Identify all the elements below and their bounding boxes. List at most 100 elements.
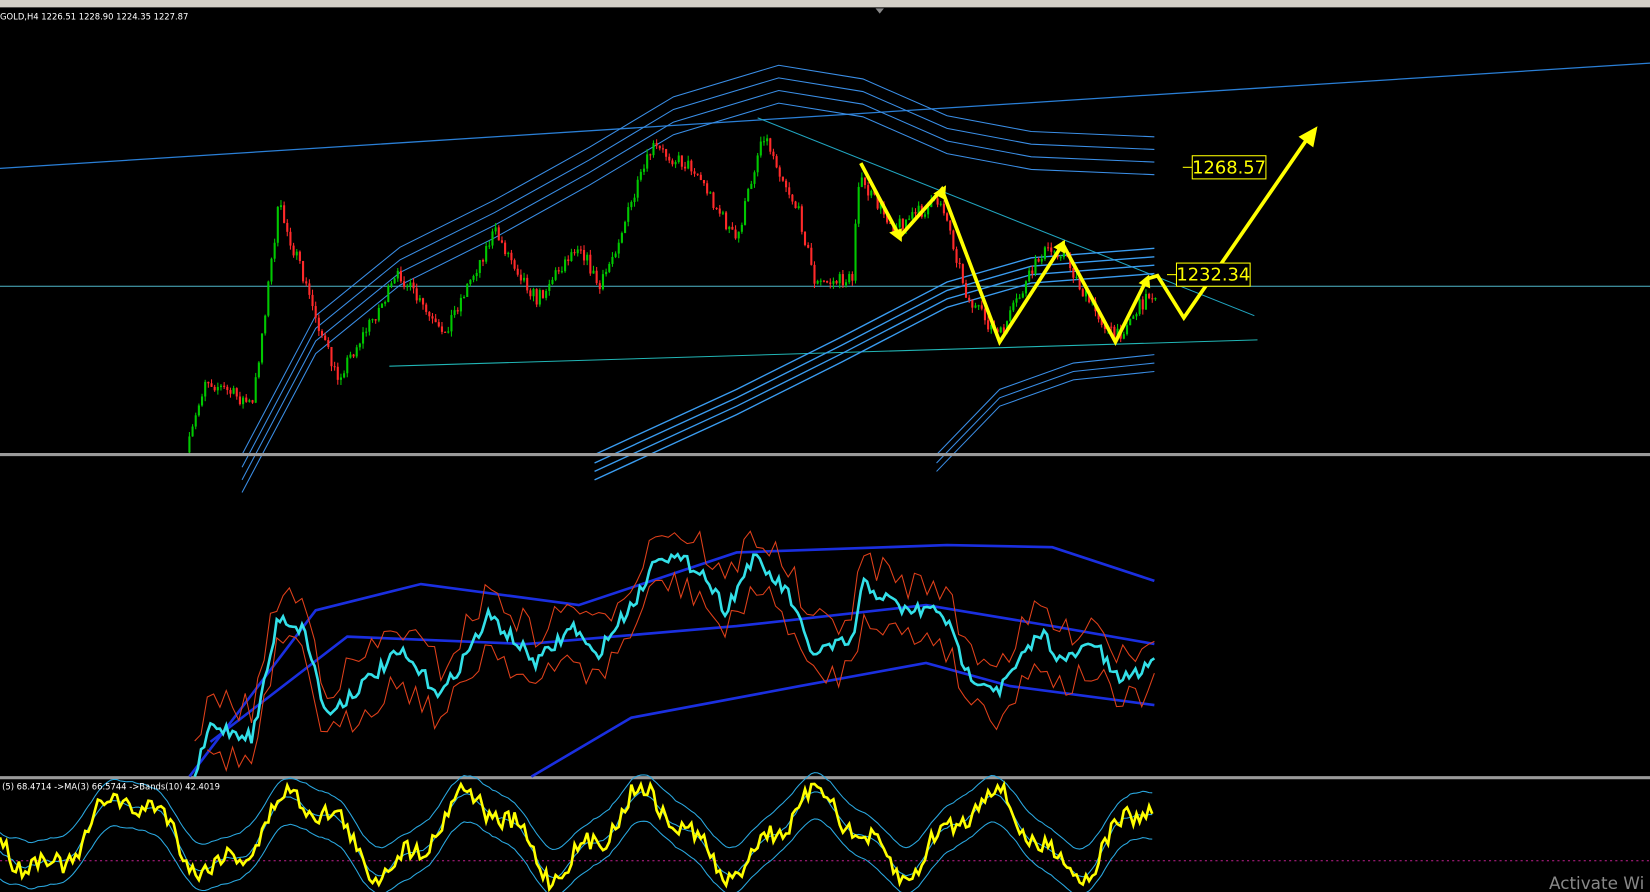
candle-body xyxy=(1122,334,1125,339)
candle-body xyxy=(1002,327,1005,333)
candle-body xyxy=(223,385,226,387)
candle-body xyxy=(311,294,314,307)
candle-body xyxy=(522,277,526,281)
candle-body xyxy=(415,288,418,301)
candle-body xyxy=(990,324,993,330)
candle-body xyxy=(242,397,245,405)
candle-body xyxy=(889,222,892,224)
candle-body xyxy=(797,206,800,209)
candle-body xyxy=(450,315,453,332)
candle-body xyxy=(911,212,914,219)
candle-body xyxy=(428,311,431,317)
candle-body xyxy=(494,227,497,232)
candle-body xyxy=(532,289,535,297)
candle-body xyxy=(219,385,223,387)
candle-body xyxy=(264,315,267,334)
candle-body xyxy=(504,242,507,255)
candle-body xyxy=(1047,247,1050,249)
candle-body xyxy=(421,298,425,305)
candle-body xyxy=(1024,281,1028,294)
candle-body xyxy=(718,208,721,214)
candle-body xyxy=(298,251,301,261)
candle-body xyxy=(406,286,409,288)
candle-body xyxy=(857,186,860,224)
candle-body xyxy=(851,274,854,281)
candle-body xyxy=(728,226,731,230)
candle-body xyxy=(437,322,440,327)
candle-body xyxy=(870,190,873,196)
candle-body xyxy=(314,306,317,318)
candle-body xyxy=(368,320,371,332)
candle-body xyxy=(390,283,393,286)
candle-body xyxy=(706,183,709,194)
envelope-band xyxy=(936,362,1155,464)
candle-body xyxy=(725,212,728,230)
candle-body xyxy=(671,160,674,165)
candle-body xyxy=(513,260,516,269)
candle-body xyxy=(668,156,671,161)
candle-body xyxy=(491,231,494,246)
candle-body xyxy=(352,354,355,357)
candle-body xyxy=(803,231,807,245)
candle-body xyxy=(216,386,219,391)
candle-body xyxy=(914,212,917,214)
candle-body xyxy=(292,245,295,256)
candle-body xyxy=(946,213,949,221)
candle-body xyxy=(238,396,241,405)
candle-body xyxy=(200,396,204,406)
candle-body xyxy=(661,148,665,150)
candle-body xyxy=(560,271,563,273)
candle-body xyxy=(633,197,636,202)
candle-body xyxy=(627,207,630,222)
candle-body xyxy=(904,219,908,229)
candle-body xyxy=(595,270,598,284)
candle-body xyxy=(586,254,589,261)
candle-body xyxy=(987,320,990,330)
candle-body xyxy=(393,278,396,284)
candle-body xyxy=(330,346,333,367)
candle-body xyxy=(766,138,769,142)
candle-body xyxy=(709,192,712,194)
candle-body xyxy=(226,386,229,391)
candle-body xyxy=(1125,325,1129,335)
candle-body xyxy=(380,303,384,308)
candle-body xyxy=(687,160,690,169)
candle-body xyxy=(1021,293,1024,298)
candle-body xyxy=(772,151,775,157)
candle-body xyxy=(320,331,324,336)
candle-body xyxy=(349,354,352,358)
scroll-marker xyxy=(875,8,884,14)
candle-body xyxy=(374,319,377,321)
candle-body xyxy=(361,332,365,344)
candle-body xyxy=(747,188,750,202)
candle-body xyxy=(715,207,718,210)
candle-body xyxy=(655,143,658,146)
candle-body xyxy=(475,272,478,277)
candle-body xyxy=(652,143,655,156)
candle-body xyxy=(447,331,450,333)
candle-body xyxy=(1043,247,1046,260)
candle-body xyxy=(721,212,724,214)
candle-body xyxy=(396,270,399,279)
candle-body xyxy=(876,194,879,209)
price-label: 1268.57 xyxy=(1192,157,1266,178)
candle-body xyxy=(977,305,980,307)
toolbar[interactable] xyxy=(0,0,1650,8)
candle-body xyxy=(343,373,346,378)
candle-body xyxy=(939,203,942,205)
candle-body xyxy=(305,281,308,284)
candle-body xyxy=(1009,310,1012,322)
candle-body xyxy=(753,172,756,184)
moving-average xyxy=(594,272,1155,481)
moving-average xyxy=(594,264,1155,473)
candle-body xyxy=(387,285,390,302)
price-label-box xyxy=(1175,262,1251,287)
candle-body xyxy=(826,280,829,283)
candle-body xyxy=(1037,259,1040,262)
candle-body xyxy=(573,252,576,254)
candle-body xyxy=(488,245,491,247)
candle-body xyxy=(286,222,289,232)
candle-body xyxy=(229,390,232,394)
